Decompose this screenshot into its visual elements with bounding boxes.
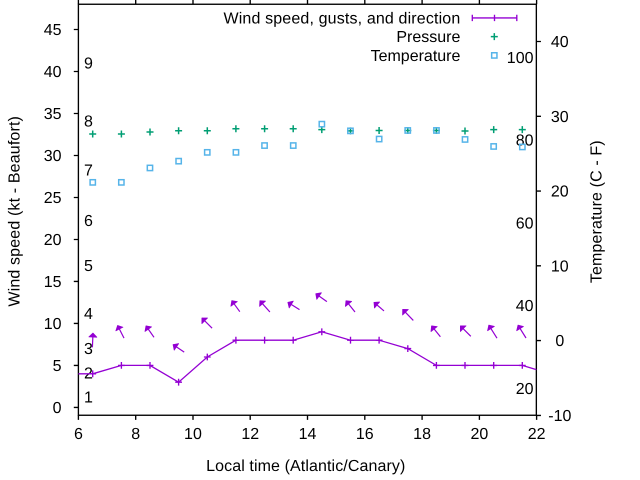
svg-text:5: 5 — [53, 358, 62, 375]
svg-text:10: 10 — [44, 316, 62, 333]
svg-text:100: 100 — [507, 50, 534, 67]
svg-text:3: 3 — [84, 341, 93, 358]
svg-text:-10: -10 — [548, 408, 571, 425]
svg-text:30: 30 — [551, 109, 569, 126]
svg-text:12: 12 — [241, 426, 259, 443]
svg-text:Temperature: Temperature — [371, 48, 461, 65]
svg-text:0: 0 — [53, 400, 62, 417]
svg-text:6: 6 — [74, 426, 83, 443]
svg-text:25: 25 — [44, 190, 62, 207]
svg-text:14: 14 — [299, 426, 317, 443]
svg-text:7: 7 — [84, 163, 93, 180]
svg-text:Local time (Atlantic/Canary): Local time (Atlantic/Canary) — [206, 458, 405, 475]
svg-text:40: 40 — [551, 34, 569, 51]
svg-text:20: 20 — [44, 232, 62, 249]
svg-text:15: 15 — [44, 274, 62, 291]
svg-text:4: 4 — [84, 306, 93, 323]
svg-text:Pressure: Pressure — [396, 29, 460, 46]
svg-text:5: 5 — [84, 258, 93, 275]
svg-text:18: 18 — [413, 426, 431, 443]
svg-text:Wind speed (kt - Beaufort): Wind speed (kt - Beaufort) — [7, 116, 24, 307]
svg-text:9: 9 — [84, 55, 93, 72]
svg-text:30: 30 — [44, 148, 62, 165]
svg-text:35: 35 — [44, 106, 62, 123]
svg-text:10: 10 — [551, 258, 569, 275]
svg-text:Temperature (C - F): Temperature (C - F) — [589, 140, 606, 283]
svg-text:20: 20 — [516, 381, 534, 398]
svg-text:10: 10 — [184, 426, 202, 443]
svg-text:8: 8 — [84, 114, 93, 131]
svg-text:20: 20 — [470, 426, 488, 443]
svg-text:6: 6 — [84, 213, 93, 230]
svg-text:45: 45 — [44, 22, 62, 39]
svg-text:Wind speed, gusts, and directi: Wind speed, gusts, and direction — [223, 10, 460, 27]
svg-text:60: 60 — [516, 215, 534, 232]
svg-text:16: 16 — [356, 426, 374, 443]
svg-text:40: 40 — [44, 64, 62, 81]
svg-text:22: 22 — [528, 426, 546, 443]
svg-text:20: 20 — [551, 184, 569, 201]
svg-text:1: 1 — [84, 389, 93, 406]
svg-text:0: 0 — [555, 333, 564, 350]
svg-text:8: 8 — [131, 426, 140, 443]
svg-text:40: 40 — [516, 298, 534, 315]
